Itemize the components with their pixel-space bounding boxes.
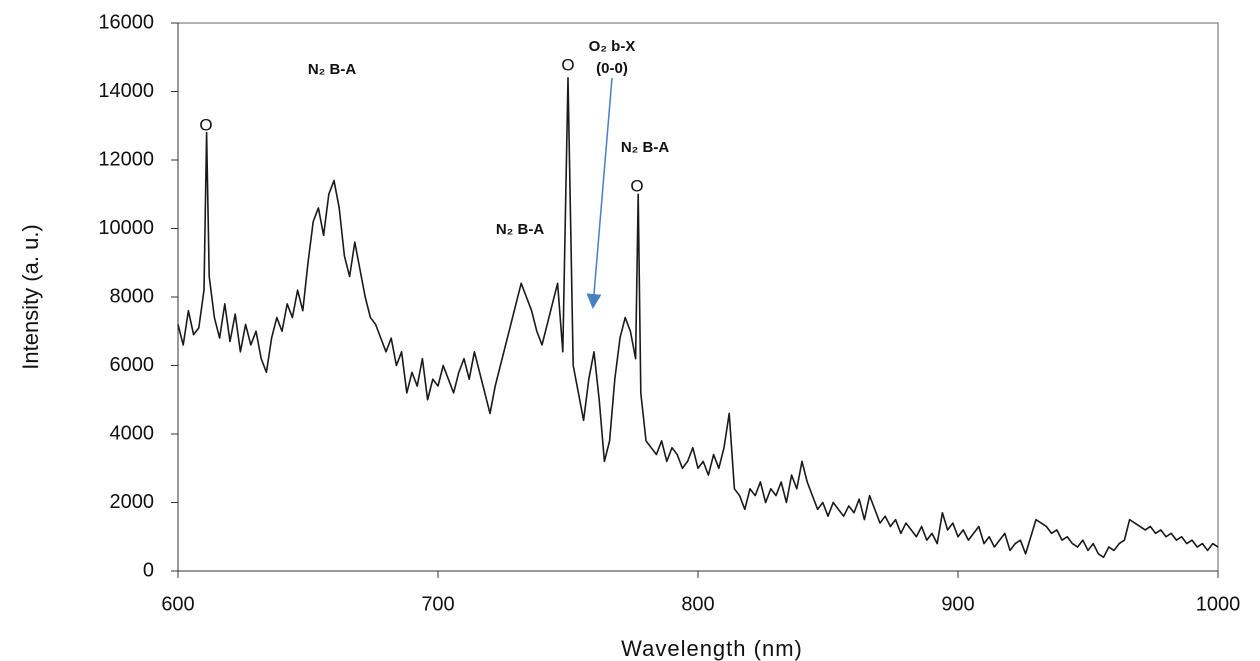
annotation: (0-0) xyxy=(596,60,628,77)
y-tick-label: 12000 xyxy=(98,148,154,170)
y-tick-label: 16000 xyxy=(98,11,154,33)
x-tick-label: 800 xyxy=(681,593,714,615)
y-tick-label: 8000 xyxy=(110,285,155,307)
annotation: N₂ B-A xyxy=(621,139,669,156)
x-tick-label: 900 xyxy=(941,593,974,615)
annotation: O xyxy=(561,55,574,74)
y-tick-label: 14000 xyxy=(98,80,154,102)
y-tick-label: 4000 xyxy=(110,422,155,444)
y-tick-label: 2000 xyxy=(110,491,155,513)
x-axis-label: Wavelength (nm) xyxy=(621,636,803,661)
spectrum-line xyxy=(177,77,1219,559)
x-tick-label: 700 xyxy=(421,593,454,615)
plot-frame xyxy=(177,22,1219,572)
annotation: O xyxy=(199,115,212,134)
annotation: O₂ b-X xyxy=(589,38,636,55)
y-tick-label: 10000 xyxy=(98,217,154,239)
annotation: O xyxy=(630,176,643,195)
x-tick-label: 1000 xyxy=(1196,593,1241,615)
annotation-arrow xyxy=(586,77,613,309)
annotation: N₂ B-A xyxy=(308,61,356,78)
x-tick-label: 600 xyxy=(161,593,194,615)
annotation: N₂ B-A xyxy=(496,221,544,238)
y-tick-label: 6000 xyxy=(110,354,155,376)
y-axis-label: Intensity (a. u.) xyxy=(18,224,43,370)
y-tick-label: 0 xyxy=(143,559,154,581)
